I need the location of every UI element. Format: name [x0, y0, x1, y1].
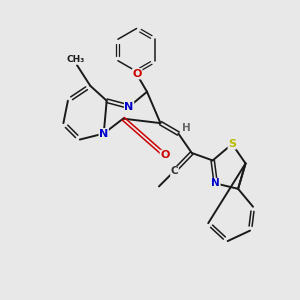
- Text: N: N: [211, 178, 220, 188]
- Text: N: N: [124, 102, 134, 112]
- Text: O: O: [133, 69, 142, 79]
- Text: H: H: [182, 123, 191, 133]
- Text: O: O: [160, 150, 170, 161]
- Text: N: N: [99, 129, 108, 139]
- Text: C: C: [171, 167, 178, 176]
- Text: S: S: [228, 139, 236, 149]
- Text: CH₃: CH₃: [66, 55, 85, 64]
